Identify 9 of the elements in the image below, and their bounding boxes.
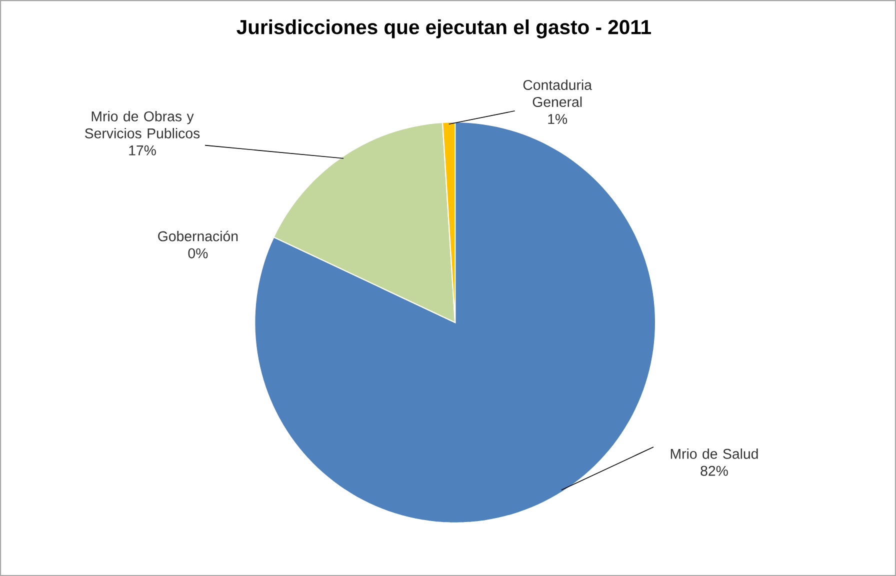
chart-title: Jurisdicciones que ejecutan el gasto - 2011 — [236, 19, 651, 38]
slice-label: Mrio de Salud — [670, 448, 758, 459]
text: 0% — [188, 248, 208, 258]
data-label: 82% — [700, 466, 728, 476]
slice-label: Contaduria General — [523, 80, 592, 107]
data-label: 1% — [548, 114, 568, 124]
category-label: Gobernación — [158, 230, 238, 242]
slice-label: Mrio de Obras y Servicios Publicos — [85, 110, 200, 138]
data-label: 17% — [129, 145, 156, 156]
